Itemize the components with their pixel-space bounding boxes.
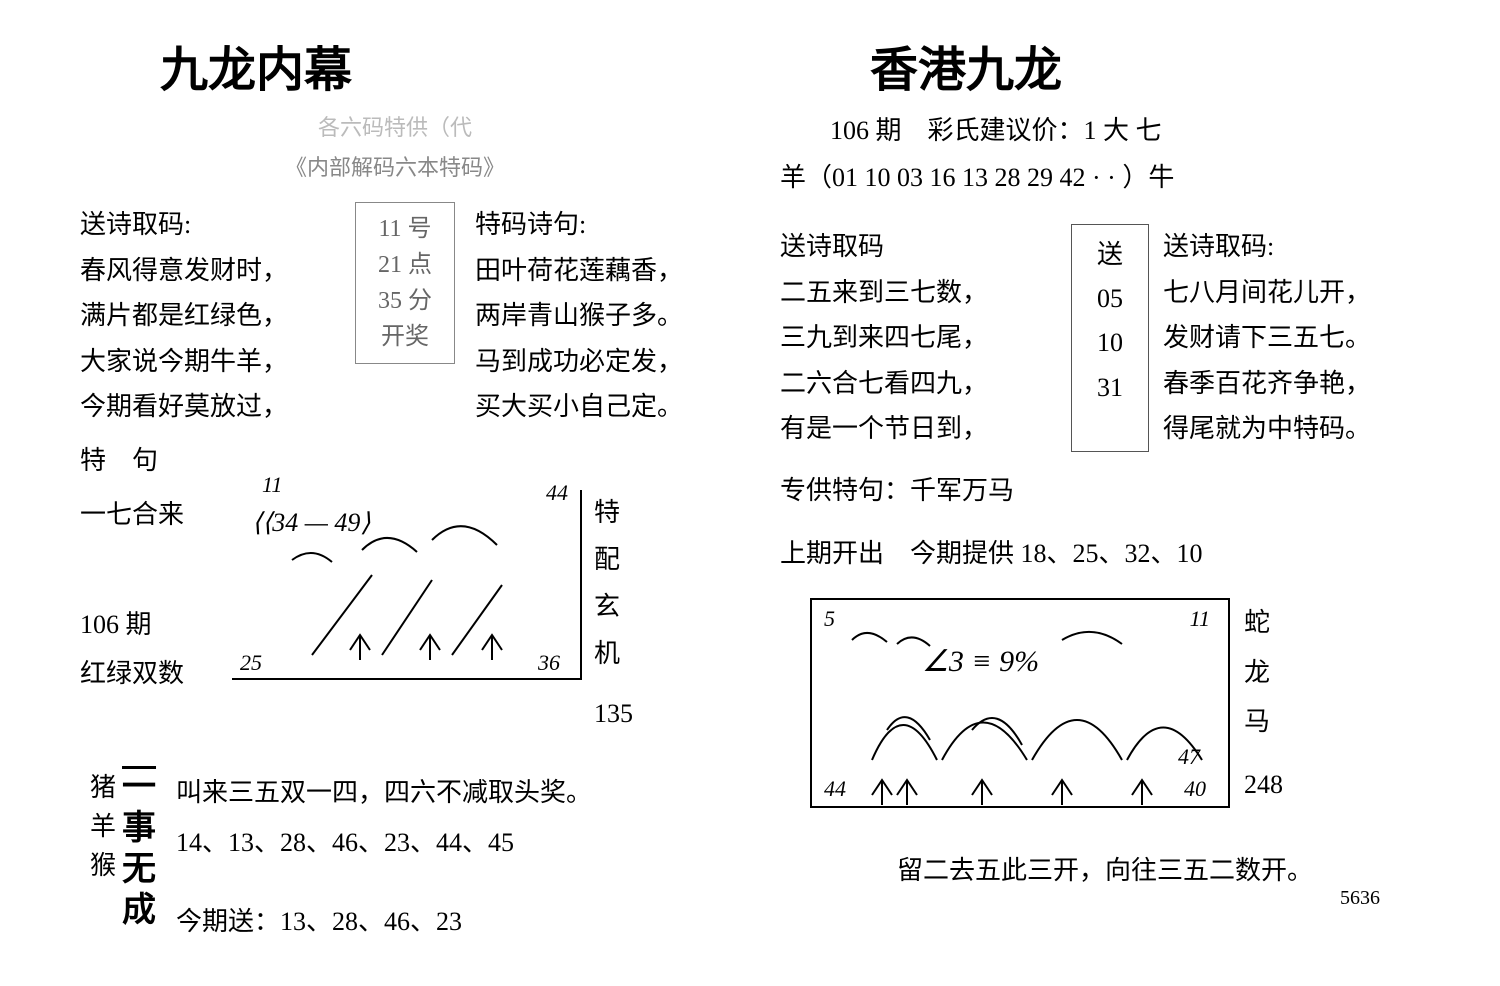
- vert2-char: 龙: [1244, 648, 1283, 697]
- poem2-right-line: 得尾就为中特码。: [1163, 406, 1440, 452]
- right-poem-section: 送诗取码 二五来到三七数， 三九到来四七尾， 二六合七看四九， 有是一个节日到，…: [770, 224, 1440, 452]
- idiom-char: 事: [122, 809, 156, 850]
- vert2-num: 248: [1244, 760, 1283, 809]
- sketch-left-labels: 一七合来 106 期 红绿双数: [80, 490, 220, 698]
- left-column: 九龙内幕 各六码特供（代 《内部解码六本特码》 送诗取码: 春风得意发财时， 满…: [60, 30, 730, 946]
- special-line: 专供特句：千军万马: [770, 466, 1440, 515]
- left-sketch-row: 一七合来 106 期 红绿双数 11 ⟨⟨34 — 49⟩ 44 25 36: [60, 490, 730, 738]
- left-subtitle-faint: 各六码特供（代: [60, 110, 730, 142]
- poem2-right-line: 七八月间花儿开，: [1163, 270, 1440, 316]
- special-label: 特 句: [60, 438, 730, 485]
- poem-left-line: 大家说今期牛羊，: [80, 339, 335, 385]
- provide-line: 上期开出 今期提供 18、25、32、10: [770, 529, 1440, 578]
- poem2-left-line: 有是一个节日到，: [780, 406, 1057, 452]
- vert-char: 玄: [594, 584, 624, 631]
- poem2-right-title: 送诗取码:: [1163, 224, 1440, 270]
- poem-left-line: 春风得意发财时，: [80, 248, 335, 294]
- poem-left-line: 满片都是红绿色，: [80, 293, 335, 339]
- num-box-row: 31: [1086, 366, 1134, 410]
- idiom-char: 无: [122, 850, 156, 891]
- left-poem-right: 特码诗句: 田叶荷花莲藕香， 两岸青山猴子多。 马到成功必定发， 买大买小自己定…: [475, 202, 730, 430]
- nums-block: 叫来三五双一四，四六不减取头奖。 14、13、28、46、23、44、45 今期…: [176, 768, 592, 946]
- right-num-box: 送 05 10 31: [1071, 224, 1149, 452]
- lottery-row: 35 分: [368, 283, 442, 319]
- poem2-left-line: 二五来到三七数，: [780, 270, 1057, 316]
- right-poem-left: 送诗取码 二五来到三七数， 三九到来四七尾， 二六合七看四九， 有是一个节日到，: [780, 224, 1057, 452]
- zodiac-line: 羊（01 10 03 16 13 28 29 42 · · ）牛: [770, 157, 1440, 194]
- num-box-row: 10: [1086, 321, 1134, 365]
- vert-char: 机: [594, 631, 624, 678]
- poem-right-line: 两岸青山猴子多。: [475, 293, 730, 339]
- vert-num: 135: [594, 691, 624, 738]
- bottom-poem: 叫来三五双一四，四六不减取头奖。: [176, 768, 592, 817]
- vert2-char: 马: [1244, 697, 1283, 746]
- poem2-left-line: 二六合七看四九，: [780, 361, 1057, 407]
- right-column: 香港九龙 106 期 彩氏建议价：1 大 七 羊（01 10 03 16 13 …: [770, 30, 1440, 946]
- vert-char: 配: [594, 537, 624, 584]
- idiom-zodiac: 猪 羊 猴: [90, 768, 116, 931]
- color-hint: 红绿双数: [80, 649, 220, 698]
- period-label: 106 期: [80, 600, 220, 649]
- lottery-row: 11 号: [368, 211, 442, 247]
- left-poem-left: 送诗取码: 春风得意发财时， 满片都是红绿色， 大家说今期牛羊， 今期看好莫放过…: [80, 202, 335, 430]
- zodiac: 猴: [90, 846, 116, 885]
- page-number: 5636: [770, 887, 1440, 910]
- left-sketch-box: 11 ⟨⟨34 — 49⟩ 44 25 36: [232, 490, 582, 680]
- right-poem-right: 送诗取码: 七八月间花儿开， 发财请下三五七。 春季百花齐争艳， 得尾就为中特码…: [1163, 224, 1440, 452]
- final-line: 留二去五此三开，向往三五二数开。: [770, 850, 1440, 887]
- zodiac: 羊: [90, 807, 116, 846]
- poem-right-line: 买大买小自己定。: [475, 384, 730, 430]
- poem-left-line: 今期看好莫放过，: [80, 384, 335, 430]
- lottery-row: 开奖: [368, 319, 442, 355]
- left-vert-label: 特 配 玄 机 135: [594, 490, 624, 738]
- right-sketch-svg: [812, 600, 1232, 810]
- poem2-left-title: 送诗取码: [780, 224, 1057, 270]
- lottery-box: 11 号 21 点 35 分 开奖: [355, 202, 455, 364]
- poem2-right-line: 春季百花齐争艳，: [1163, 361, 1440, 407]
- poem2-right-line: 发财请下三五七。: [1163, 315, 1440, 361]
- right-sketch-box: 5 11 ∠3 ≡ 9% 47 44 40: [810, 598, 1230, 808]
- poem-right-line: 田叶荷花莲藕香，: [475, 248, 730, 294]
- idiom-char: 一: [122, 768, 156, 809]
- vert-char: 特: [594, 490, 624, 537]
- num-box-row: 05: [1086, 277, 1134, 321]
- idiom-text: 一 事 无 成: [122, 768, 156, 931]
- right-title: 香港九龙: [770, 30, 1440, 100]
- send-nums: 今期送：13、28、46、23: [176, 897, 592, 946]
- right-vert-label: 蛇 龙 马 248: [1244, 598, 1283, 810]
- left-subtitle2: 《内部解码六本特码》: [60, 150, 730, 182]
- combine-label: 一七合来: [80, 490, 220, 539]
- poem-right-line: 马到成功必定发，: [475, 339, 730, 385]
- left-poem-section: 送诗取码: 春风得意发财时， 满片都是红绿色， 大家说今期牛羊， 今期看好莫放过…: [60, 202, 730, 430]
- zodiac: 猪: [90, 768, 116, 807]
- right-sketch-row: 5 11 ∠3 ≡ 9% 47 44 40: [770, 598, 1440, 810]
- period-line: 106 期 彩氏建议价：1 大 七: [770, 110, 1440, 147]
- poem2-left-line: 三九到来四七尾，: [780, 315, 1057, 361]
- poem-right-title: 特码诗句:: [475, 202, 730, 248]
- vert2-char: 蛇: [1244, 598, 1283, 647]
- lottery-row: 21 点: [368, 247, 442, 283]
- idiom-char: 成: [122, 891, 156, 932]
- left-title: 九龙内幕: [100, 30, 730, 100]
- poem-left-title: 送诗取码:: [80, 202, 335, 248]
- num-box-row: 送: [1086, 233, 1134, 277]
- left-sketch-svg: [232, 490, 582, 680]
- left-bottom-block: 猪 羊 猴 一 事 无 成 叫来三五双一四，四六不减取头奖。 14、13、28、…: [60, 768, 730, 946]
- bottom-nums: 14、13、28、46、23、44、45: [176, 818, 592, 867]
